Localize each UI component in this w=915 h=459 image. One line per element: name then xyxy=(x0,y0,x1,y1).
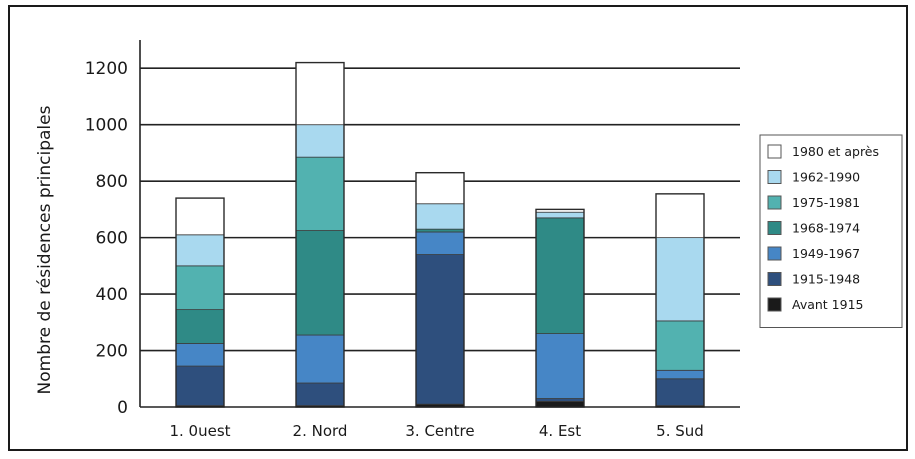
legend: 1980 et après 1962-1990 1975-1981 1968-1974… xyxy=(759,134,903,328)
bar-segment xyxy=(175,365,225,406)
y-tick-label: 0 xyxy=(117,398,128,418)
bar-segment xyxy=(295,124,345,158)
legend-label: 1975-1981 xyxy=(792,195,860,210)
y-tick-label: 800 xyxy=(96,172,128,192)
bar-segment xyxy=(295,334,345,384)
y-axis-title: Nombre de résidences principales xyxy=(35,105,55,394)
bar-segment xyxy=(175,343,225,367)
bar-segment xyxy=(535,398,585,402)
y-tick-label: 1200 xyxy=(85,59,128,79)
legend-box xyxy=(759,134,903,328)
x-tick-label: 1. 0uest xyxy=(169,422,230,440)
bar-segment xyxy=(415,231,465,255)
x-tick-label: 3. Centre xyxy=(405,422,474,440)
bar-segment xyxy=(295,230,345,336)
bars xyxy=(175,61,705,408)
legend-label: 1968-1974 xyxy=(792,221,860,236)
y-tick-label: 200 xyxy=(96,342,128,362)
legend-swatch xyxy=(767,144,782,159)
y-tick-label: 1000 xyxy=(85,116,128,136)
bar-segment xyxy=(535,333,585,399)
gridlines xyxy=(140,67,740,352)
bar-segment xyxy=(535,211,585,219)
bar-segment xyxy=(295,382,345,406)
x-tick-label: 4. Est xyxy=(539,422,581,440)
legend-swatch xyxy=(767,195,782,210)
bar-segment xyxy=(175,197,225,236)
bar-segment xyxy=(175,309,225,344)
legend-swatch xyxy=(767,246,782,261)
y-tick-labels: 0 200 400 600 800 1000 1200 xyxy=(85,59,128,418)
bar-segment xyxy=(655,378,705,406)
legend-swatch xyxy=(767,170,782,184)
legend-swatch xyxy=(767,221,782,235)
axes xyxy=(139,40,740,408)
bar-segment xyxy=(415,203,465,230)
bar-segment xyxy=(295,62,345,126)
x-tick-labels: 1. 0uest 2. Nord 3. Centre 4. Est 5. Sud xyxy=(169,422,703,440)
bar-segment xyxy=(415,254,465,405)
legend-swatch xyxy=(767,297,782,312)
legend-label: Avant 1915 xyxy=(792,297,863,312)
y-tick-label: 400 xyxy=(96,285,128,305)
x-tick-label: 5. Sud xyxy=(656,422,704,440)
bar-segment xyxy=(415,228,465,233)
bar-segment xyxy=(535,217,585,335)
legend-swatch xyxy=(767,272,782,286)
bar-segment xyxy=(415,172,465,205)
bar-segment xyxy=(535,400,585,408)
legend-label: 1980 et après xyxy=(792,144,879,159)
bar-segment xyxy=(655,320,705,371)
legend-label: 1962-1990 xyxy=(792,170,860,185)
y-tick-label: 600 xyxy=(96,229,128,249)
bar-segment xyxy=(295,156,345,231)
bar-segment xyxy=(655,193,705,239)
legend-label: 1949-1967 xyxy=(792,246,860,261)
bar-segment xyxy=(175,234,225,267)
bar-segment xyxy=(175,265,225,311)
bar-segment xyxy=(655,237,705,322)
bar-segment xyxy=(655,369,705,380)
x-tick-label: 2. Nord xyxy=(293,422,348,440)
legend-label: 1915-1948 xyxy=(792,272,860,287)
